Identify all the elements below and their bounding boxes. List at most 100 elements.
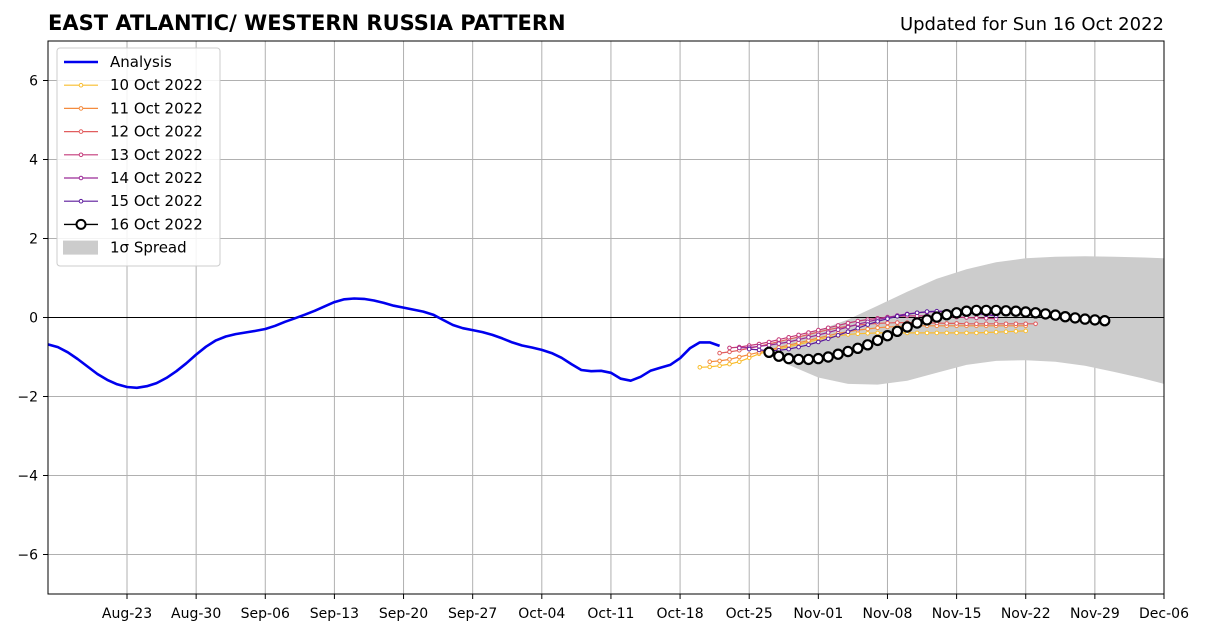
forecast-point (914, 310, 920, 316)
forecast-point (816, 332, 821, 338)
x-tick-label: Oct-25 (726, 606, 773, 622)
forecast-point (707, 364, 713, 370)
legend-box (56, 47, 221, 267)
legend-swatch-marker (78, 82, 84, 88)
x-tick-label: Aug-23 (102, 606, 152, 622)
forecast-point (885, 316, 890, 322)
forecast-point (806, 342, 811, 348)
x-tick-label: Nov-01 (793, 606, 843, 622)
forecast-point (1069, 312, 1081, 324)
forecast-point (1013, 321, 1019, 327)
forecast-point (862, 339, 874, 351)
legend-swatch-marker (78, 152, 84, 158)
y-tick-label: 6 (29, 74, 38, 90)
y-tick-label: −2 (17, 390, 38, 406)
forecast-point (1010, 305, 1022, 317)
forecast-point (835, 333, 841, 338)
forecast-point (697, 365, 703, 370)
forecast-point (816, 327, 821, 333)
forecast-point (980, 304, 992, 317)
forecast-point (944, 321, 950, 326)
forecast-point (796, 337, 801, 342)
x-tick-label: Nov-15 (932, 606, 982, 622)
legend: Analysis 10 Oct 2022 11 Oct 2022 12 Oct 202… (56, 47, 221, 267)
forecast-point (825, 325, 831, 331)
forecast-point (855, 325, 861, 331)
forecast-point (1079, 313, 1091, 325)
forecast-point (806, 330, 811, 335)
forecast-point (1003, 329, 1009, 335)
x-tick-label: Nov-29 (1070, 606, 1120, 622)
forecast-point (993, 321, 999, 327)
forecast-point (1019, 306, 1032, 318)
legend-label: 13 Oct 2022 (110, 146, 203, 164)
plot-frame (47, 40, 1165, 595)
forecast-line (699, 330, 1026, 368)
x-tick-label: Oct-18 (657, 606, 704, 622)
y-tick-label: 0 (29, 311, 38, 327)
chart-title: EAST ATLANTIC/ WESTERN RUSSIA PATTERN (48, 11, 566, 35)
forecast-point (717, 363, 722, 369)
forecast-point (707, 359, 713, 365)
forecast-point (825, 336, 831, 342)
forecast-point (845, 329, 851, 335)
forecast-point (1003, 321, 1009, 327)
analysis-line (48, 297, 721, 390)
forecast-point (871, 334, 884, 347)
forecast-point (934, 330, 940, 336)
forecast-point (983, 321, 989, 327)
forecast-point (746, 352, 752, 357)
forecast-point (921, 314, 933, 326)
x-tick-label: Dec-06 (1139, 606, 1189, 622)
legend-swatch-spread (63, 240, 98, 255)
forecast-point (776, 341, 782, 346)
forecast-point (875, 319, 880, 324)
forecast-point (1029, 307, 1042, 319)
forecast-point (763, 346, 775, 358)
legend-label: Analysis (110, 53, 172, 71)
legend-label: 14 Oct 2022 (110, 169, 203, 187)
forecast-point (832, 348, 844, 360)
forecast-point (802, 353, 815, 366)
legend-label: 12 Oct 2022 (110, 123, 203, 141)
forecast-point (835, 327, 841, 333)
x-tick-label: Oct-11 (587, 606, 634, 622)
legend-label: 10 Oct 2022 (110, 76, 203, 94)
y-tick-label: 4 (29, 153, 38, 169)
legend-label: 1σ Spread (110, 239, 187, 257)
forecast-point (816, 339, 821, 345)
forecast-point (964, 330, 969, 336)
x-tick-label: Nov-22 (1001, 606, 1051, 622)
y-tick-label: −6 (17, 548, 38, 564)
forecast-point (865, 322, 871, 327)
forecast-point (727, 361, 732, 367)
forecast-point (865, 331, 871, 336)
forecast-point (904, 312, 910, 317)
legend-label: 16 Oct 2022 (110, 215, 203, 233)
forecast-point (964, 321, 969, 327)
forecast-point (950, 307, 963, 319)
forecast-point (717, 358, 722, 364)
forecast-point (825, 330, 831, 335)
forecast-point (960, 305, 973, 317)
legend-label: 11 Oct 2022 (110, 99, 203, 117)
forecast-point (881, 330, 894, 342)
forecast-point (941, 309, 953, 321)
forecast-point (746, 346, 752, 352)
forecast-point (901, 321, 913, 333)
plot-area: Aug-23 Aug-30 Sep-06 Sep-13 Sep-20 Sep-27 Oct-… (17, 40, 1189, 622)
forecast-point (983, 330, 989, 335)
forecast-point (855, 321, 861, 327)
forecast-point (756, 344, 762, 349)
forecast-point (885, 320, 890, 326)
spread-band (769, 256, 1164, 385)
forecast-point (875, 330, 880, 336)
legend-swatch-marker (78, 106, 84, 111)
forecast-point (911, 317, 923, 329)
forecast-point (727, 357, 732, 362)
forecast-point (1039, 308, 1052, 320)
legend-swatch-marker (78, 175, 84, 181)
x-tick-label: Oct-04 (518, 606, 565, 622)
forecast-point (776, 337, 782, 342)
